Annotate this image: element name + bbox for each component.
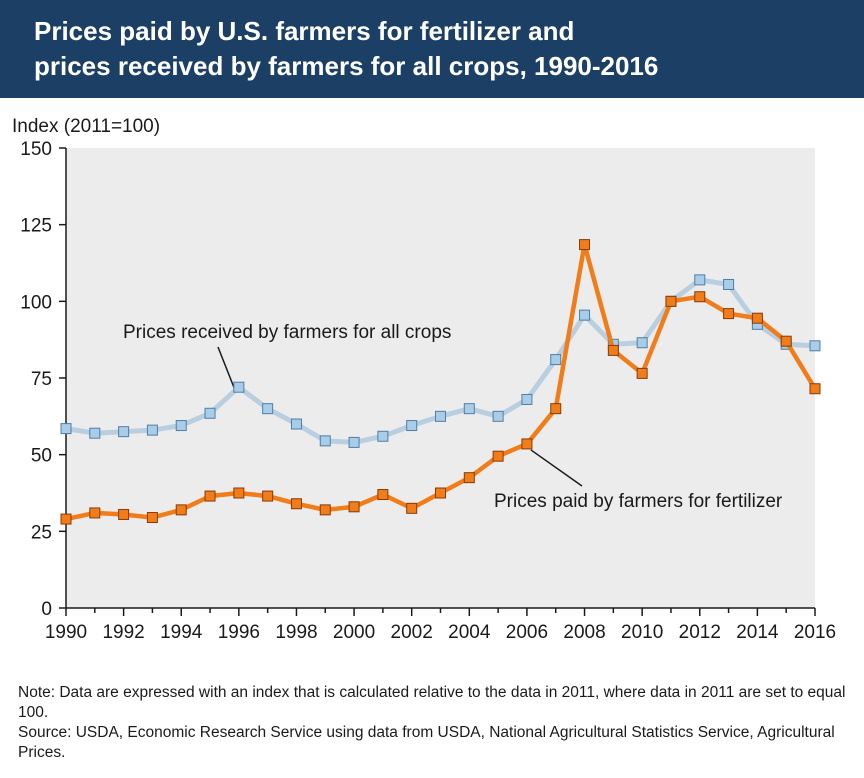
- chart-title-line-1: Prices paid by U.S. farmers for fertiliz…: [34, 16, 575, 46]
- x-tick-label: 2010: [621, 622, 663, 643]
- annotation-leaders: [217, 346, 583, 487]
- crops-data-point: [406, 420, 418, 432]
- x-tick-label: 2006: [506, 622, 548, 643]
- crops-data-point: [723, 278, 735, 290]
- crops-data-point: [89, 427, 101, 439]
- x-tick-label: 2002: [391, 622, 433, 643]
- fertilizer-data-point: [89, 507, 101, 519]
- crops-data-point: [809, 340, 821, 352]
- fertilizer-data-point: [146, 512, 158, 524]
- y-tick-label: 150: [20, 139, 52, 160]
- fertilizer-data-point: [204, 490, 216, 502]
- fertilizer-data-point: [751, 312, 763, 324]
- x-tick-label: 1992: [102, 622, 144, 643]
- y-axis-title: Index (2011=100): [12, 116, 160, 137]
- crops-data-point: [579, 309, 591, 321]
- crops-data-point: [463, 403, 475, 415]
- x-tick-label: 2014: [736, 622, 779, 643]
- x-tick-label: 2016: [794, 622, 836, 643]
- crops-data-point: [636, 337, 648, 349]
- crops-data-point: [146, 424, 158, 436]
- chart-title-line-2: prices received by farmers for all crops…: [34, 51, 659, 81]
- crops-data-point: [348, 436, 360, 448]
- footnote-note: Note: Data are expressed with an index t…: [18, 684, 846, 721]
- footnote-source: Source: USDA, Economic Research Service …: [18, 724, 835, 761]
- plot-area: [66, 148, 815, 608]
- fertilizer-data-point: [492, 450, 504, 462]
- fertilizer-data-point: [579, 239, 591, 251]
- crops-data-point: [694, 274, 706, 286]
- y-tick-label: 50: [31, 446, 52, 467]
- fertilizer-data-point: [118, 508, 130, 520]
- y-tick-label: 25: [31, 522, 52, 543]
- crops-data-point: [60, 423, 72, 435]
- x-tick-label: 2000: [333, 622, 375, 643]
- x-axis: 1990 1992 1994 1996 1998 2000 2002 2004 2006 2008…: [45, 607, 836, 643]
- crops-series-label: Prices received by farmers for all crops: [123, 322, 451, 343]
- fertilizer-data-point: [377, 489, 389, 501]
- series-group: [60, 239, 821, 525]
- fertilizer-data-point: [175, 504, 187, 516]
- fertilizer-data-point: [636, 367, 648, 379]
- fertilizer-data-point: [550, 403, 562, 415]
- crops-data-point: [521, 393, 533, 405]
- footnote: Note: Data are expressed with an index t…: [18, 683, 848, 763]
- crops-data-point: [118, 426, 130, 438]
- crops-data-point: [204, 407, 216, 419]
- chart-title: Prices paid by U.S. farmers for fertiliz…: [34, 14, 814, 84]
- fertilizer-data-point: [262, 490, 274, 502]
- y-tick-label: 100: [20, 292, 52, 313]
- fertilizer-label-leader: [530, 449, 583, 487]
- fertilizer-data-point: [780, 335, 792, 347]
- x-tick-label: 1998: [275, 622, 317, 643]
- crops-data-point: [319, 435, 331, 447]
- x-tick-label: 2004: [448, 622, 491, 643]
- fertilizer-data-point: [463, 472, 475, 484]
- crops-data-point: [435, 410, 446, 422]
- crops-data-point: [377, 430, 389, 442]
- fertilizer-data-point: [348, 501, 360, 513]
- crops-data-point: [262, 403, 274, 415]
- fertilizer-data-point: [60, 513, 72, 525]
- crops-data-point: [175, 420, 187, 432]
- fertilizer-data-point: [607, 344, 619, 356]
- plot-background: [66, 148, 815, 608]
- crops-data-point: [492, 410, 504, 422]
- x-tick-label: 1996: [218, 622, 260, 643]
- fertilizer-data-point: [723, 308, 735, 320]
- x-tick-label: 2012: [679, 622, 721, 643]
- fertilizer-data-point: [406, 502, 418, 514]
- y-tick-label: 125: [20, 216, 52, 237]
- fertilizer-data-point: [521, 438, 533, 450]
- y-tick-label: 75: [31, 369, 52, 390]
- fertilizer-data-point: [694, 291, 706, 303]
- crops-data-point: [290, 418, 302, 430]
- chart-header: Prices paid by U.S. farmers for fertiliz…: [0, 0, 864, 98]
- crops-data-point: [550, 354, 562, 366]
- crops-data-point: [233, 381, 245, 393]
- crops-label-leader: [217, 346, 237, 393]
- x-tick-label: 1990: [45, 622, 87, 643]
- fertilizer-data-point: [319, 504, 331, 516]
- fertilizer-data-point: [233, 487, 245, 499]
- fertilizer-data-point: [809, 383, 821, 395]
- y-tick-label: 0: [41, 599, 52, 620]
- fertilizer-data-point: [290, 498, 302, 510]
- y-axis: 0 25 50 75 100 125 150: [20, 139, 67, 620]
- x-tick-label: 2008: [563, 622, 605, 643]
- fertilizer-data-point: [665, 295, 677, 307]
- x-tick-label: 1994: [160, 622, 203, 643]
- fertilizer-data-point: [435, 487, 446, 499]
- fertilizer-series-label: Prices paid by farmers for fertilizer: [494, 491, 783, 512]
